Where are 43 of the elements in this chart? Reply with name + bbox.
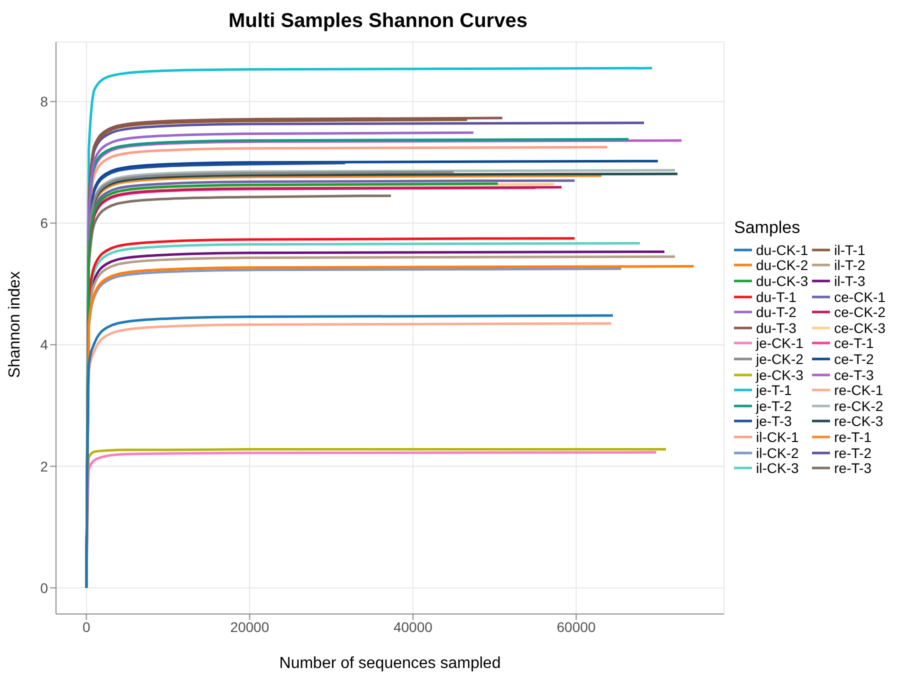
legend-label: re-T-3 [834,460,872,476]
legend-label: il-T-1 [834,242,866,258]
x-tick-label: 20000 [230,618,270,635]
y-tick-label: 8 [40,94,48,110]
legend-label: il-T-2 [834,257,866,274]
y-tick-label: 4 [40,336,48,353]
legend-label: du-CK-3 [756,272,808,289]
legend-title: Samples [734,218,802,238]
legend-label: re-T-2 [834,444,872,461]
legend-label: je-CK-2 [756,350,804,367]
y-tick-label: 6 [40,215,48,232]
legend-label: ce-CK-2 [834,304,886,320]
legend-label: re-CK-1 [834,382,884,398]
legend-label: re-T-1 [834,428,872,445]
legend-label: je-T-3 [756,413,792,430]
legend-label: il-CK-1 [756,428,799,445]
legend-label: du-T-2 [756,304,796,320]
legend-label: il-T-3 [834,272,866,289]
legend-label: ce-T-1 [834,335,874,352]
legend-label: re-CK-2 [834,398,884,414]
x-axis-title: Number of sequences sampled [279,655,501,672]
legend-label: je-T-1 [756,382,792,398]
legend-label: du-T-1 [756,288,796,305]
legend-label: du-CK-2 [756,257,808,274]
legend-label: ce-CK-3 [834,320,886,336]
legend-label: ce-T-3 [834,366,874,383]
y-tick-label: 0 [40,580,48,596]
x-tick-label: 0 [82,618,90,635]
y-tick-label: 2 [40,458,48,474]
legend-label: ce-CK-1 [834,288,886,305]
legend-label: je-CK-3 [756,366,804,383]
chart-title: Multi Samples Shannon Curves [228,10,528,33]
legend-label: ce-T-2 [834,350,874,367]
legend-label: du-T-3 [756,320,796,336]
y-axis-title: Shannon index [6,271,24,378]
legend-label: il-CK-2 [756,444,799,461]
legend-label: re-CK-3 [834,413,884,430]
x-tick-label: 60000 [556,618,596,635]
legend-label: du-CK-1 [756,242,808,258]
x-tick-label: 40000 [393,618,433,635]
legend-label: je-CK-1 [756,335,804,352]
legend-label: il-CK-3 [756,460,799,476]
legend-label: je-T-2 [756,398,792,414]
